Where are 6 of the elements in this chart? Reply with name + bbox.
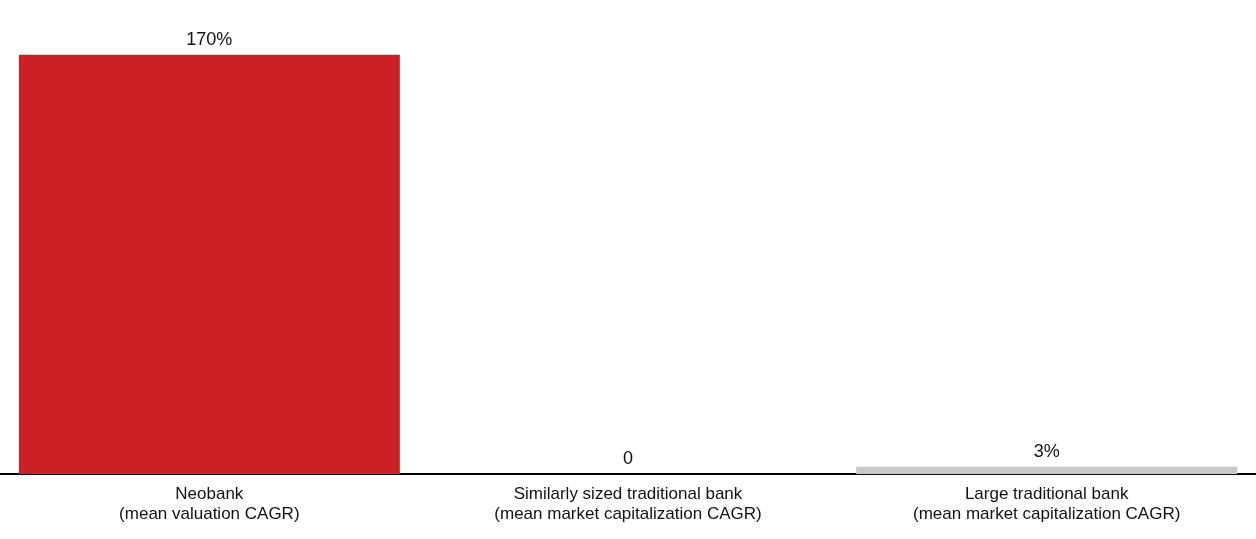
x-tick-label: Large traditional bank (mean market capitalization CAGR) bbox=[912, 484, 1181, 524]
x-tick-label: Similarly sized traditional bank (mean market capitalization CAGR) bbox=[494, 484, 762, 524]
data-label: 0 bbox=[622, 448, 634, 469]
data-label: 170% bbox=[186, 28, 233, 49]
x-tick-label: Neobank (mean valuation CAGR) bbox=[119, 484, 300, 524]
data-label: 3% bbox=[1033, 440, 1060, 461]
